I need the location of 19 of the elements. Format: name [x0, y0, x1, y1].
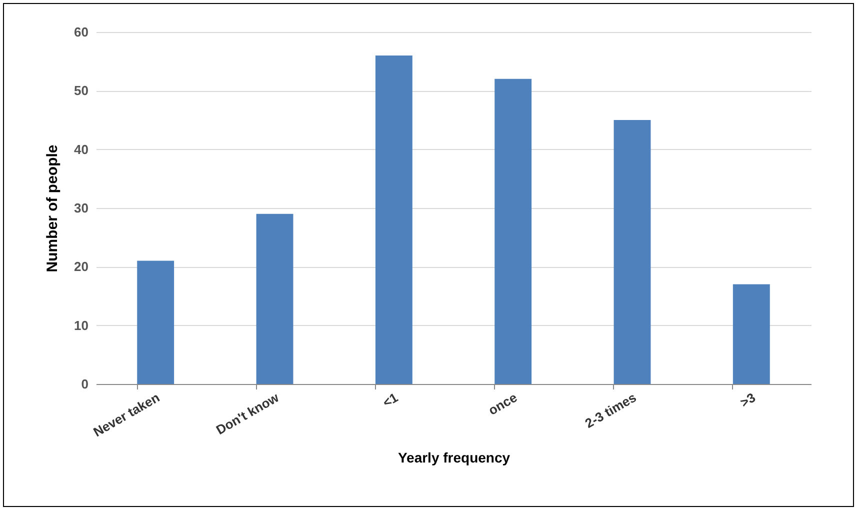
bar	[732, 284, 770, 384]
y-tick-label: 40	[74, 142, 88, 157]
x-tick-label: 2-3 times	[582, 390, 639, 431]
bar	[494, 78, 532, 384]
y-tick-label: 50	[74, 83, 88, 98]
bar	[614, 120, 651, 384]
y-tick-label: 0	[81, 376, 88, 392]
y-tick-label: 60	[74, 24, 88, 40]
x-tick-label: once	[486, 390, 520, 418]
y-tick-label: 10	[74, 318, 88, 333]
bar	[137, 260, 174, 384]
y-axis-title: Number of people	[44, 144, 62, 272]
x-tick-label: >3	[738, 390, 758, 410]
x-tick-label: <1	[380, 390, 400, 410]
y-tick-label: 20	[74, 259, 88, 274]
x-axis-title: Yearly frequency	[398, 450, 510, 466]
y-tick-label: 30	[74, 200, 88, 216]
bar	[375, 55, 412, 384]
bar	[256, 214, 294, 384]
